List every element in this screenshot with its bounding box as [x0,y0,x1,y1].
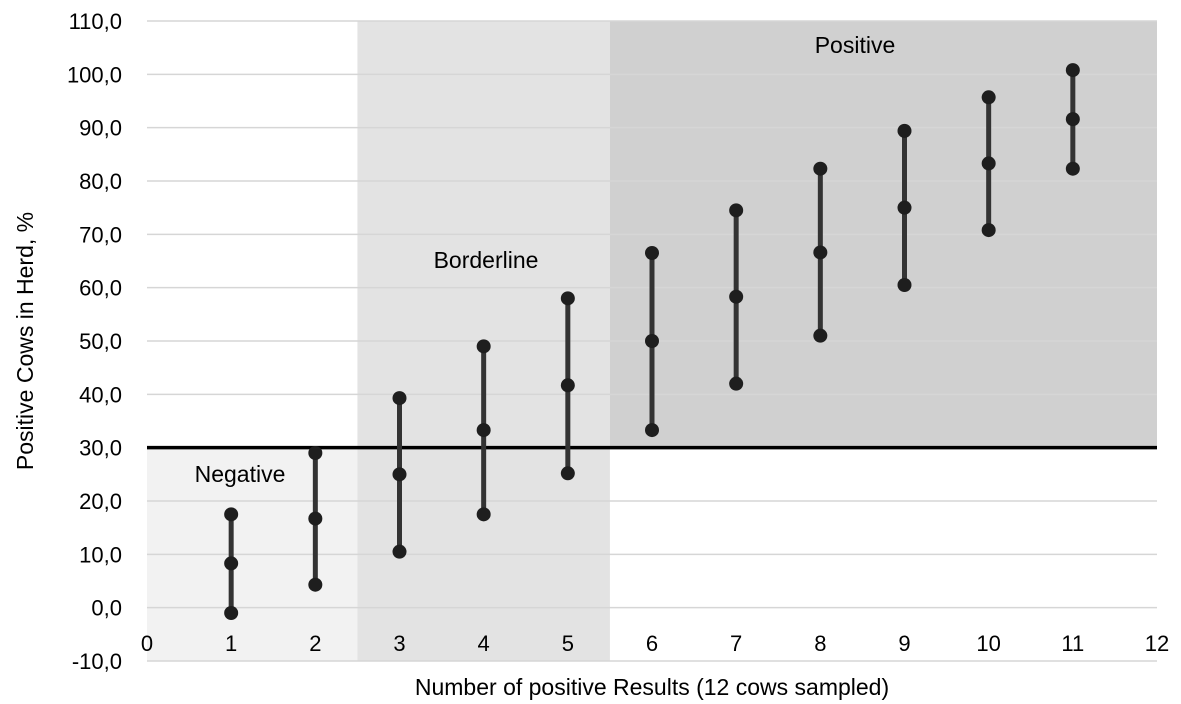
point-mid [645,334,659,348]
x-tick-label: 8 [814,631,826,656]
point-low [224,606,239,620]
y-tick-label: 90,0 [79,116,122,141]
point-mid [476,423,491,438]
x-tick-label: 4 [478,631,490,656]
point-high [1065,63,1080,78]
point-high [729,203,744,218]
x-tick-label: 7 [730,631,742,656]
interval-6 [645,246,659,438]
y-tick-label: 70,0 [79,222,122,247]
interval-1 [224,507,239,620]
interval-5 [560,291,575,481]
point-mid [897,200,912,215]
point-low [476,507,491,522]
y-tick-labels: -10,0 0,0 10,0 20,0 30,0 40,0 50,0 60,0 70,0 80,0… [67,9,122,674]
x-tick-label: 9 [898,631,910,656]
series [224,63,1080,620]
point-mid [729,289,744,304]
point-low [392,544,407,559]
point-high [224,507,239,522]
interval-7 [729,203,744,391]
point-mid [560,378,575,393]
interval-8 [813,161,828,343]
x-tick-label: 6 [646,631,658,656]
point-mid [813,245,828,260]
x-tick-label: 2 [309,631,321,656]
point-mid [308,511,323,526]
interval-9 [897,123,912,292]
point-high [308,446,323,460]
x-tick-label: 11 [1061,631,1084,656]
x-tick-label: 12 [1145,631,1169,656]
y-axis-title: Positive Cows in Herd, % [12,212,38,470]
y-tick-label: 10,0 [79,542,122,567]
y-tick-label: 30,0 [79,436,122,461]
interval-2 [308,446,323,592]
point-high [897,123,912,138]
y-tick-label: 60,0 [79,276,122,301]
zone-label-negative: Negative [195,461,286,487]
point-low [729,376,744,391]
interval-3 [392,391,407,559]
point-mid [224,556,239,571]
point-high [560,291,575,306]
x-axis-title: Number of positive Results (12 cows samp… [415,674,889,700]
zone-label-positive: Positive [815,32,896,58]
y-tick-label: 110,0 [69,9,122,34]
y-tick-label: 80,0 [79,169,122,194]
y-tick-label: 20,0 [79,489,122,514]
x-tick-labels: 0 1 2 3 4 5 6 7 8 9 10 11 12 [141,631,1169,656]
interval-10 [981,90,996,238]
point-mid [392,467,407,482]
point-low [1065,161,1080,176]
point-low [645,423,659,438]
point-mid [981,156,996,171]
point-low [813,328,828,343]
point-mid [1065,112,1080,127]
x-tick-label: 3 [393,631,405,656]
y-tick-label: -10,0 [72,649,122,674]
interval-4 [476,339,491,522]
point-high [392,391,407,406]
point-low [981,223,996,238]
point-high [813,161,828,176]
x-tick-label: 5 [562,631,574,656]
point-high [476,339,491,354]
point-low [560,466,575,481]
interval-11 [1065,63,1080,176]
point-low [897,278,912,292]
y-tick-label: 40,0 [79,382,122,407]
y-tick-label: 100,0 [67,62,122,87]
point-high [981,90,996,105]
point-high [645,246,659,260]
point-low [308,577,323,592]
y-tick-label: 0,0 [91,596,122,621]
zone-labels: Negative Borderline Positive [195,32,896,487]
x-tick-label: 1 [225,631,237,656]
zone-label-borderline: Borderline [434,247,539,273]
x-tick-label: 0 [141,631,153,656]
x-tick-label: 10 [976,631,1000,656]
y-tick-label: 50,0 [79,329,122,354]
